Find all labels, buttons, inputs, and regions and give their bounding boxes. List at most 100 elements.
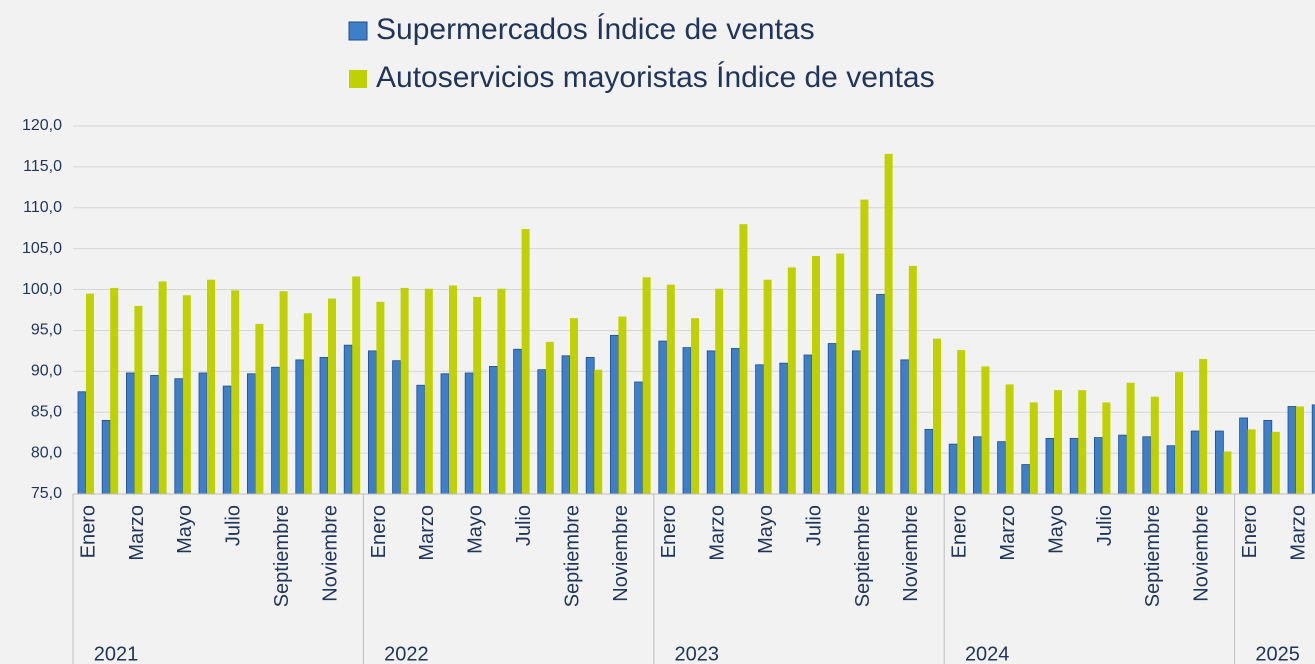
bar xyxy=(488,366,498,495)
x-tick-label: Noviembre xyxy=(900,505,922,602)
x-tick-label: Enero xyxy=(1239,505,1261,558)
bar xyxy=(884,153,893,494)
bar xyxy=(1150,396,1159,494)
bar xyxy=(1021,464,1031,495)
x-tick-label: Enero xyxy=(949,505,971,558)
x-tick-label: Marzo xyxy=(416,505,438,561)
bar xyxy=(1215,430,1224,495)
bar xyxy=(416,384,426,495)
x-tick-label: Enero xyxy=(658,505,680,558)
y-tick-label: 90,0 xyxy=(31,363,62,380)
bar xyxy=(561,355,571,495)
bar xyxy=(763,279,772,494)
x-tick-label: Septiembre xyxy=(1142,505,1164,607)
bar xyxy=(255,323,264,494)
bar xyxy=(1054,390,1062,494)
bar xyxy=(134,305,143,494)
bar xyxy=(1118,434,1127,495)
bar xyxy=(473,296,482,494)
bar xyxy=(279,291,288,494)
bar xyxy=(642,277,651,494)
bar xyxy=(400,287,409,494)
bar xyxy=(246,373,256,495)
bar xyxy=(570,318,578,494)
y-tick-label: 75,0 xyxy=(31,485,62,502)
bar xyxy=(715,288,724,494)
legend-label: Supermercados Índice de ventas xyxy=(376,13,815,46)
x-tick-label: Marzo xyxy=(997,505,1019,561)
bar xyxy=(1287,406,1297,495)
bar xyxy=(1142,436,1152,495)
bar xyxy=(618,316,627,494)
bar xyxy=(731,348,740,495)
bar xyxy=(207,279,215,494)
bar xyxy=(86,293,94,494)
bar xyxy=(424,288,433,494)
y-tick-label: 100,0 xyxy=(22,281,62,298)
x-tick-label: Julio xyxy=(513,505,535,546)
bar xyxy=(1271,431,1280,494)
bar xyxy=(367,350,377,495)
bar xyxy=(101,419,111,495)
bar xyxy=(1239,417,1248,495)
bar xyxy=(634,381,643,495)
x-tick-label: Mayo xyxy=(465,505,487,554)
bar xyxy=(328,298,336,494)
bar xyxy=(1166,445,1176,495)
bar xyxy=(545,341,554,494)
bar xyxy=(271,366,281,495)
bar xyxy=(1263,419,1273,495)
bar xyxy=(77,391,87,495)
bar xyxy=(182,295,191,494)
bar xyxy=(658,340,668,495)
year-label: 2024 xyxy=(965,643,1010,664)
bar xyxy=(1296,406,1304,494)
y-tick-label: 80,0 xyxy=(31,444,62,461)
legend-label: Autoservicios mayoristas Índice de venta… xyxy=(376,61,935,94)
x-tick-label: Julio xyxy=(223,505,245,546)
bar xyxy=(1102,402,1111,494)
bar xyxy=(739,224,748,494)
bar xyxy=(1069,437,1079,495)
y-tick-label: 95,0 xyxy=(31,322,62,339)
bar xyxy=(1175,372,1183,494)
bar xyxy=(198,372,208,495)
bar xyxy=(666,284,675,494)
bar xyxy=(610,334,619,495)
bar xyxy=(585,357,595,495)
bar xyxy=(933,338,941,494)
bar xyxy=(521,229,530,495)
bar xyxy=(1045,437,1055,495)
bar xyxy=(537,369,547,495)
bar xyxy=(319,357,329,495)
bar xyxy=(110,287,119,494)
bar xyxy=(594,369,603,494)
x-tick-label: Septiembre xyxy=(271,505,293,607)
bar xyxy=(1029,402,1038,494)
bar xyxy=(948,443,958,495)
bar xyxy=(691,318,699,494)
bar xyxy=(1005,384,1014,494)
bar xyxy=(812,256,820,494)
x-tick-label: Septiembre xyxy=(561,505,583,607)
bar xyxy=(513,348,522,495)
x-tick-label: Enero xyxy=(368,505,390,558)
bar xyxy=(174,378,184,495)
bar xyxy=(449,285,457,494)
y-tick-label: 85,0 xyxy=(31,403,62,420)
bar xyxy=(1199,359,1208,494)
legend-swatch xyxy=(348,21,368,41)
bar xyxy=(440,373,450,495)
bar xyxy=(158,281,167,494)
bar xyxy=(295,359,305,495)
bar xyxy=(497,288,506,494)
bar xyxy=(343,344,353,495)
bar xyxy=(1078,390,1087,494)
bar xyxy=(836,253,845,494)
bar xyxy=(803,354,813,495)
bar xyxy=(957,350,966,494)
x-tick-label: Marzo xyxy=(1287,505,1309,561)
x-tick-label: Noviembre xyxy=(1191,505,1213,602)
bar xyxy=(876,294,885,495)
